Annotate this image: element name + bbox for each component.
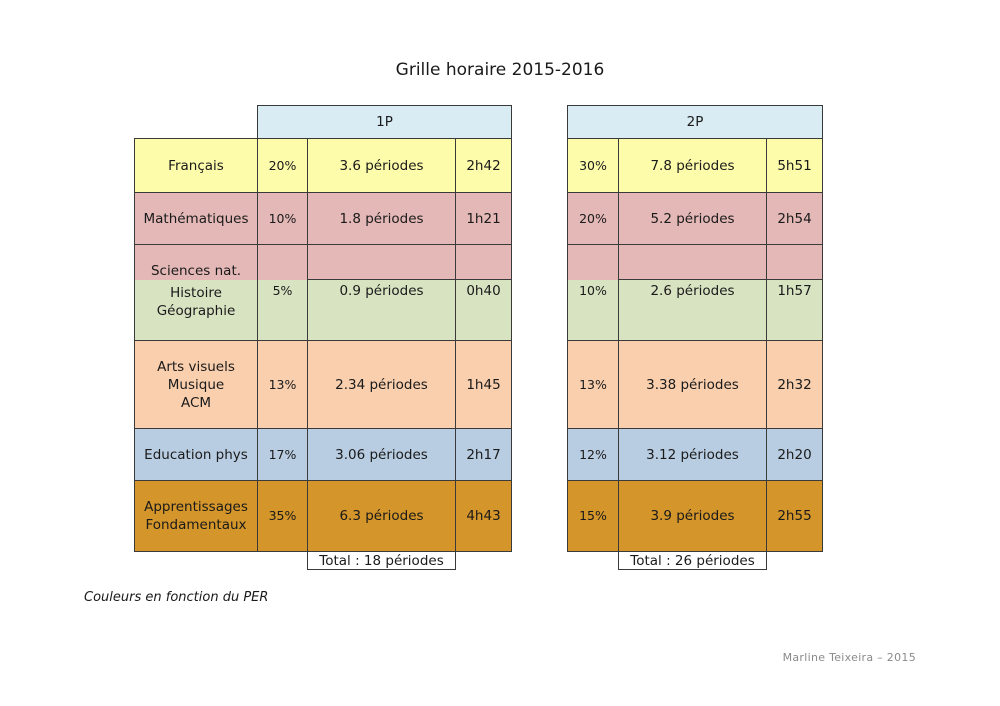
- p2-arts-pct: 13%: [567, 340, 619, 429]
- p2-sciences-pct-bg: [567, 244, 619, 280]
- p1-education-time: 2h17: [455, 428, 512, 481]
- p1-education-periods: 3.06 périodes: [307, 428, 456, 481]
- color-note: Couleurs en fonction du PER: [84, 590, 269, 605]
- p1-math-periods: 1.8 périodes: [307, 192, 456, 245]
- p2-math-periods: 5.2 périodes: [618, 192, 767, 245]
- subject-label: Mathématiques: [143, 210, 249, 227]
- p1-apprentissages-pct: 35%: [257, 480, 308, 552]
- p2-apprentissages-pct: 15%: [567, 480, 619, 552]
- p1-sciences-pct-bg: [257, 244, 308, 280]
- p2-education-time: 2h20: [766, 428, 823, 481]
- subject-mathematiques: Mathématiques: [134, 192, 258, 245]
- p1-arts-time: 1h45: [455, 340, 512, 429]
- subject-sciences-bg: [134, 244, 258, 280]
- p1-histoire-pct: 5%: [257, 280, 308, 341]
- p1-arts-pct: 13%: [257, 340, 308, 429]
- p1-histoire-time: 0h40: [455, 279, 512, 341]
- p1-math-pct: 10%: [257, 192, 308, 245]
- p2-math-time: 2h54: [766, 192, 823, 245]
- p1-apprentissages-time: 4h43: [455, 480, 512, 552]
- p2-apprentissages-time: 2h55: [766, 480, 823, 552]
- grade-header-2p: 2P: [567, 105, 823, 139]
- p2-histoire-time: 1h57: [766, 279, 823, 341]
- p2-francais-periods: 7.8 périodes: [618, 138, 767, 193]
- subject-histoire-bg: [134, 280, 258, 341]
- subject-label: Arts visuels: [157, 358, 235, 375]
- subject-arts: Arts visuels Musique ACM: [134, 340, 258, 429]
- p2-education-pct: 12%: [567, 428, 619, 481]
- p2-francais-pct: 30%: [567, 138, 619, 193]
- p1-francais-periods: 3.6 périodes: [307, 138, 456, 193]
- p1-total: Total : 18 périodes: [307, 551, 456, 570]
- p1-histoire-periods: 0.9 périodes: [307, 279, 456, 341]
- p2-math-pct: 20%: [567, 192, 619, 245]
- subject-apprentissages: Apprentissages Fondamentaux: [134, 480, 258, 552]
- p2-sciences-periods-bg: [618, 244, 767, 280]
- p1-francais-pct: 20%: [257, 138, 308, 193]
- subject-label: Apprentissages: [144, 499, 248, 515]
- subject-label: Musique: [167, 376, 225, 393]
- p1-sciences-periods-bg: [307, 244, 456, 280]
- p2-histoire-periods: 2.6 périodes: [618, 279, 767, 341]
- subject-label: Fondamentaux: [145, 517, 247, 533]
- subject-label: ACM: [180, 394, 212, 411]
- author-footer: Marline Teixeira – 2015: [782, 651, 916, 664]
- subject-francais: Français: [134, 138, 258, 193]
- p2-arts-periods: 3.38 périodes: [618, 340, 767, 429]
- p2-histoire-pct: 10%: [567, 280, 619, 341]
- p2-sciences-time-bg: [766, 244, 823, 280]
- subject-histoire-label: Histoire: [170, 285, 222, 301]
- subject-label: Education phys: [144, 446, 248, 463]
- p1-arts-periods: 2.34 périodes: [307, 340, 456, 429]
- subject-education-phys: Education phys: [134, 428, 258, 481]
- p1-apprentissages-periods: 6.3 périodes: [307, 480, 456, 552]
- p1-education-pct: 17%: [257, 428, 308, 481]
- p1-francais-time: 2h42: [455, 138, 512, 193]
- page-title: Grille horaire 2015-2016: [395, 60, 605, 80]
- p1-sciences-time-bg: [455, 244, 512, 280]
- grade-header-1p: 1P: [257, 105, 512, 139]
- p2-total: Total : 26 périodes: [618, 551, 767, 570]
- subject-geographie-label: Géographie: [156, 303, 236, 319]
- p2-education-periods: 3.12 périodes: [618, 428, 767, 481]
- p1-math-time: 1h21: [455, 192, 512, 245]
- p2-arts-time: 2h32: [766, 340, 823, 429]
- subject-sciences-label: Sciences nat.: [150, 263, 242, 279]
- p2-apprentissages-periods: 3.9 périodes: [618, 480, 767, 552]
- p2-francais-time: 5h51: [766, 138, 823, 193]
- subject-label: Français: [168, 157, 224, 174]
